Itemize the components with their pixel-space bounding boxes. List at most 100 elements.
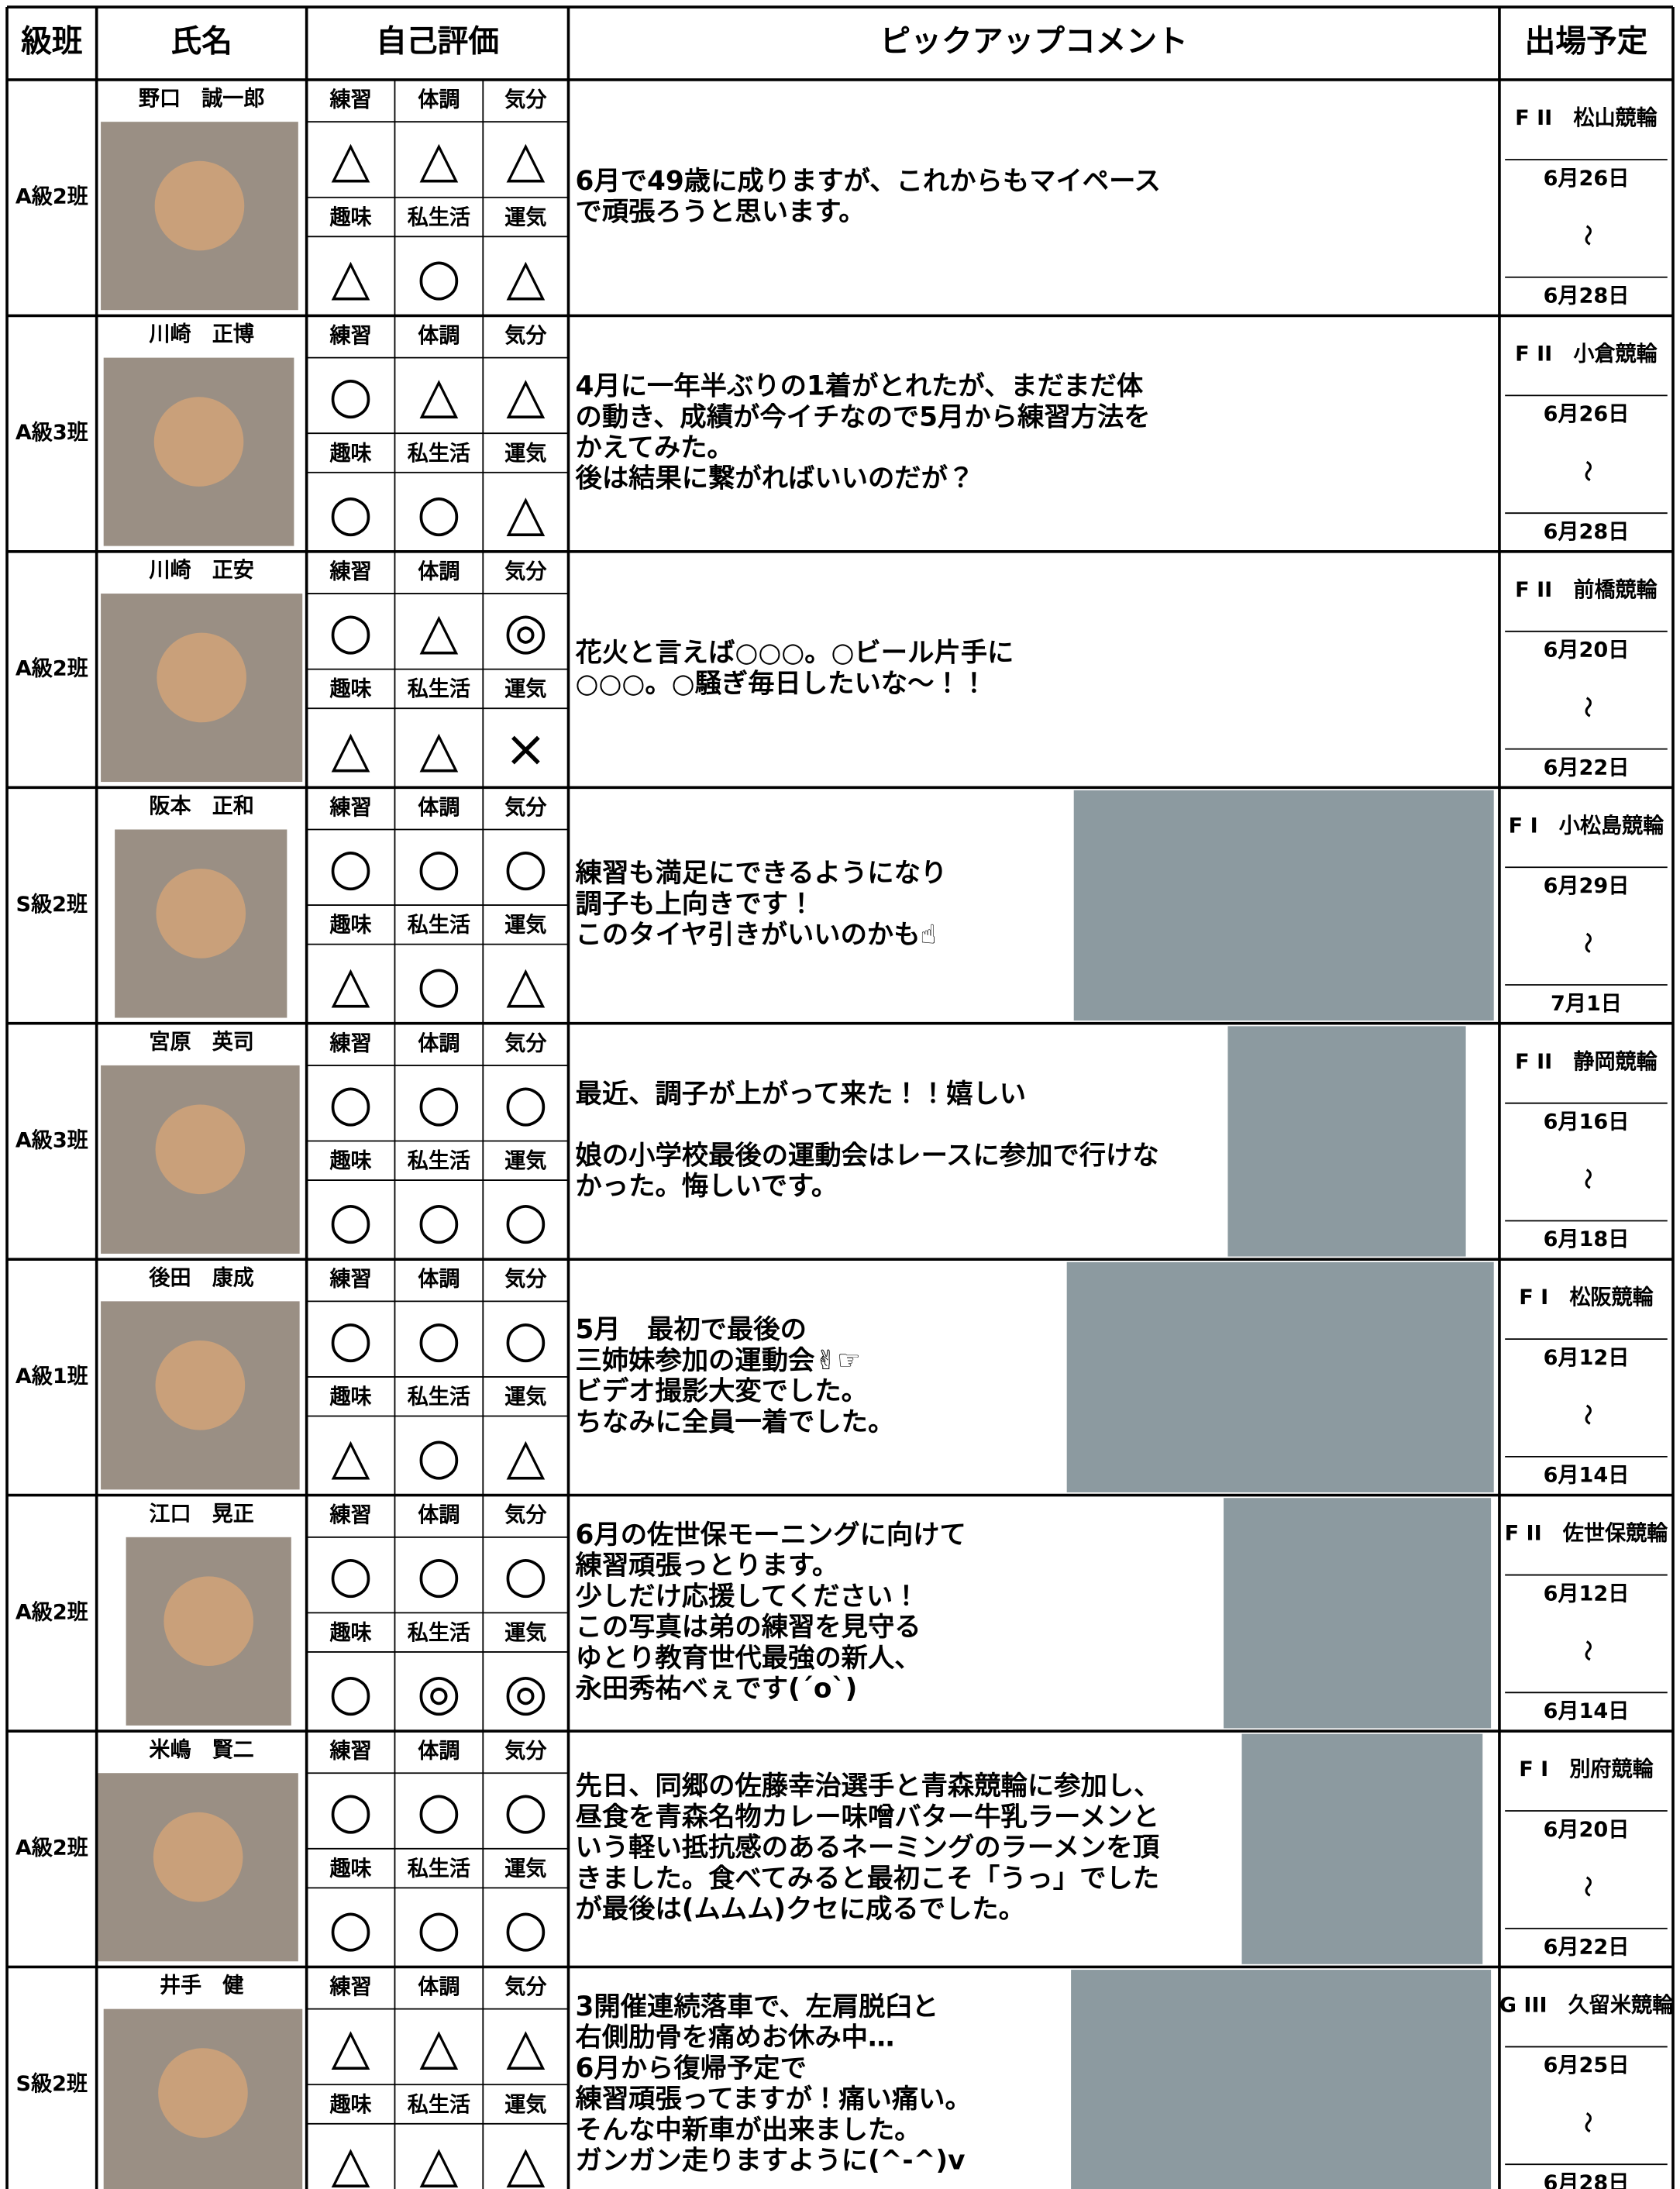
player-name: 野口 誠一郎 [139, 87, 265, 111]
rating-symbol: ◎ [504, 603, 548, 661]
rating-symbol: △ [506, 956, 545, 1014]
column-header: 級班 [21, 24, 82, 60]
comment-line: 6月から復帰予定で [576, 2053, 807, 2084]
comment-line: が最後は(ムムム)クセに成るでした。 [576, 1894, 1025, 1925]
rating-label: 趣味 [329, 442, 371, 466]
rating-symbol: △ [332, 1428, 370, 1486]
player-photo-face [156, 869, 246, 959]
rating-label: 趣味 [329, 1385, 371, 1409]
player-name: 江口 晃正 [149, 1502, 253, 1526]
rating-label: 趣味 [329, 205, 371, 229]
rating-label: 私生活 [408, 914, 470, 938]
start-date: 6月20日 [1544, 1818, 1630, 1842]
comment-line: 3開催連続落車で、左肩脱臼と [576, 1991, 939, 2022]
rating-label: 気分 [504, 559, 547, 583]
comment-line: 6月で49歳に成りますが、これからもマイペース [576, 166, 1161, 197]
venue: F I 小松島競輪 [1509, 814, 1665, 838]
rating-label: 私生活 [408, 1385, 470, 1409]
comment-line: 娘の小学校最後の運動会はレースに参加で行けな [576, 1140, 1159, 1171]
player-name: 米嶋 賢二 [149, 1738, 253, 1762]
comment-line: きました。食べてみると最初こそ「うっ」でした [576, 1863, 1160, 1894]
rating-label: 体調 [418, 1031, 460, 1055]
date-separator: ～ [1575, 1404, 1599, 1425]
rating-label: 気分 [504, 1739, 547, 1764]
venue: F II 静岡競輪 [1515, 1050, 1658, 1074]
rating-label: 私生活 [408, 2093, 470, 2117]
rating-symbol: △ [419, 603, 458, 661]
rating-symbol: ○ [329, 367, 373, 425]
end-date: 6月18日 [1544, 1227, 1630, 1251]
class-label: A級1班 [15, 1364, 88, 1389]
comment-line: ○○○。○騒ぎ毎日したいな～！！ [576, 668, 988, 699]
rating-symbol: △ [506, 248, 545, 306]
rating-label: 趣味 [329, 1149, 371, 1173]
comment-line: 調子も上向きです！ [576, 889, 815, 920]
class-label: A級2班 [15, 656, 88, 681]
end-date: 6月14日 [1544, 1464, 1630, 1488]
date-separator: ～ [1575, 2112, 1599, 2132]
rating-symbol: △ [506, 131, 545, 189]
rating-label: 私生活 [408, 1857, 470, 1881]
player-name: 川崎 正安 [149, 559, 253, 583]
rating-label: 運気 [504, 1148, 546, 1173]
rating-symbol: ○ [417, 1192, 461, 1250]
rating-symbol: ○ [417, 956, 461, 1014]
player-name: 後田 康成 [148, 1266, 253, 1290]
rating-label: 運気 [504, 205, 546, 229]
rating-label: 体調 [418, 1268, 460, 1292]
rating-label: 体調 [418, 88, 460, 112]
rating-symbol: △ [332, 2136, 370, 2189]
start-date: 6月26日 [1544, 167, 1630, 191]
player-photo-face [153, 1812, 243, 1902]
comment-photo [1224, 1498, 1492, 1729]
rating-symbol: ○ [329, 1782, 373, 1840]
rating-label: 私生活 [408, 1621, 470, 1645]
rating-symbol: ○ [329, 1546, 373, 1604]
rating-label: 気分 [504, 323, 547, 348]
start-date: 6月16日 [1544, 1110, 1630, 1134]
end-date: 6月28日 [1544, 520, 1630, 544]
rating-symbol: △ [332, 2018, 370, 2076]
comment-line: 5月 最初で最後の [576, 1314, 807, 1345]
comment-line: の動き、成績が今イチなので5月から練習方法を [576, 401, 1151, 432]
rating-label: 趣味 [329, 2093, 371, 2117]
player-photo-face [157, 632, 246, 723]
rating-symbol: ○ [329, 603, 373, 661]
end-date: 6月22日 [1544, 1936, 1630, 1960]
player-photo-face [158, 2048, 248, 2138]
rating-symbol: △ [419, 720, 458, 778]
rating-symbol: × [504, 720, 546, 778]
player-name: 井手 健 [160, 1974, 244, 1998]
player-photo-face [164, 1576, 254, 1667]
rating-symbol: ○ [329, 838, 373, 897]
rating-symbol: ○ [504, 1899, 548, 1957]
rating-symbol: ○ [417, 1428, 461, 1486]
rating-symbol: ○ [504, 1310, 548, 1368]
date-separator: ～ [1575, 1876, 1599, 1897]
date-separator: ～ [1575, 225, 1599, 246]
rating-label: 運気 [504, 913, 546, 938]
comment-line: 6月の佐世保モーニングに向けて [576, 1520, 966, 1551]
rating-label: 趣味 [329, 1857, 371, 1881]
rating-symbol: ○ [329, 1074, 373, 1132]
rating-symbol: ○ [504, 838, 548, 897]
rating-label: 練習 [329, 559, 371, 583]
comment-line: 永田秀祐べぇです(´o`) [576, 1674, 858, 1705]
rating-symbol: ○ [504, 1546, 548, 1604]
rating-symbol: △ [419, 2018, 458, 2076]
rating-label: 練習 [329, 88, 371, 112]
rating-label: 体調 [418, 1740, 460, 1764]
player-photo-face [155, 1104, 246, 1195]
rating-symbol: ○ [417, 248, 461, 306]
rating-symbol: △ [506, 2136, 545, 2189]
venue: F I 松阪競輪 [1519, 1286, 1654, 1310]
start-date: 6月12日 [1544, 1582, 1630, 1606]
rating-label: 気分 [504, 1267, 547, 1292]
rating-symbol: ○ [504, 1192, 548, 1250]
player-photo-face [155, 1340, 246, 1430]
rating-symbol: ○ [417, 1782, 461, 1840]
rating-label: 運気 [504, 2092, 546, 2117]
end-date: 6月28日 [1544, 2171, 1630, 2189]
rating-label: 気分 [504, 795, 547, 820]
